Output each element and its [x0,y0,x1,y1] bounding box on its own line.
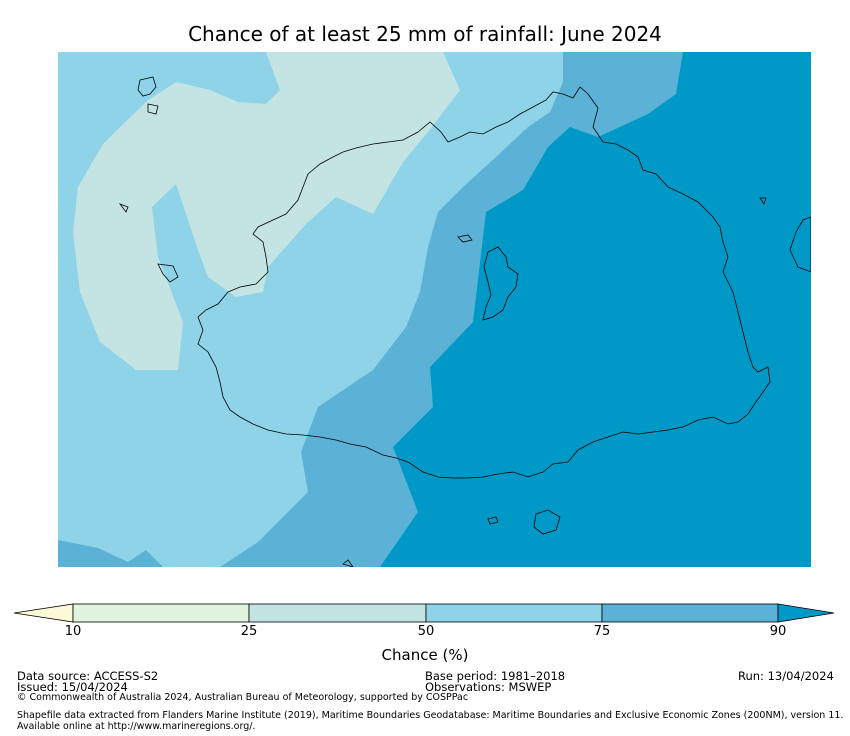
island-east [789,216,811,273]
colorbar-tick-25: 25 [240,624,258,639]
eastern-island [482,246,519,321]
shapefile-credit-line1: Shapefile data extracted from Flanders M… [17,710,844,721]
colorbar-bin-10-25 [72,603,250,623]
colorbar-bin-50-75 [425,603,603,623]
island-west-2 [157,263,179,283]
colorbar-bin-75-90 [601,603,779,623]
island-south [533,509,561,535]
main-island-coastline [197,86,771,479]
zone-75-90-southwest [58,540,163,567]
observations: Observations: MSWEP [425,680,552,694]
island-north-1 [137,76,157,97]
colorbar-tick-10: 10 [64,624,82,639]
island-bottom [342,559,354,567]
shapefile-credit-line2: Available online at http://www.marinereg… [17,721,256,732]
colorbar-tick-90: 90 [769,624,787,639]
run-date: Run: 13/04/2024 [738,669,834,683]
island-east-small [759,197,767,205]
island-north-2 [147,103,159,115]
copyright: © Commonwealth of Australia 2024, Austra… [17,692,469,703]
island-southeast [487,516,499,525]
data-source: Data source: ACCESS-S2 [17,669,159,683]
zone-90-plus [380,52,811,567]
zone-25-50 [73,52,460,370]
colorbar-bin-25-50 [248,603,427,623]
colorbar-bin-gt90 [777,603,835,623]
map-title: Chance of at least 25 mm of rainfall: Ju… [188,22,662,46]
issued-date: Issued: 15/04/2024 [17,680,128,694]
island-west-1 [118,203,129,213]
colorbar-label: Chance (%) [381,646,469,664]
base-period: Base period: 1981–2018 [425,669,566,683]
colorbar-tick-50: 50 [417,624,435,639]
island-center [457,234,473,243]
colorbar-bin-lt10 [14,603,74,623]
colorbar [14,603,835,623]
colorbar-tick-75: 75 [593,624,611,639]
rainfall-probability-map [58,52,811,567]
